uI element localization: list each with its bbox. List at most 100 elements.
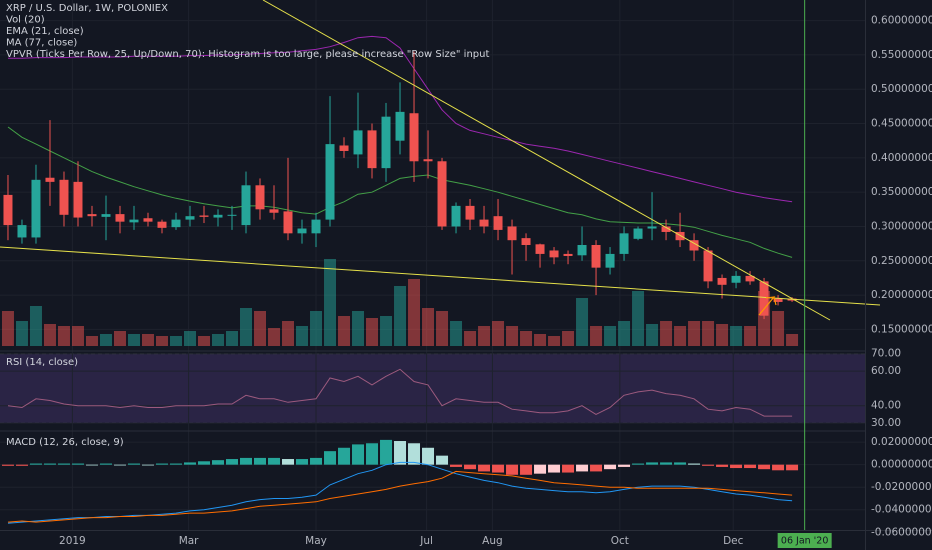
x-tick-label: May (305, 535, 327, 547)
support-line (0, 246, 881, 306)
macd-histogram-bar (450, 464, 463, 467)
volume-bar (183, 331, 196, 346)
candle-body (269, 209, 279, 213)
macd-histogram-bar (127, 463, 140, 465)
macd-histogram-bar (338, 447, 351, 465)
candle-body (465, 205, 475, 220)
macd-histogram-bar (576, 464, 589, 472)
macd-histogram-bar (29, 463, 42, 465)
legend-vpvr: VPVR (Ticks Per Row, 25, Up/Down, 70): H… (6, 49, 489, 60)
y-tick-label: 0.45000000 (871, 118, 932, 130)
arrow-drawing (758, 296, 777, 316)
macd-histogram-bar (57, 463, 70, 465)
volume-bar (520, 331, 533, 346)
volume-bar (562, 331, 575, 346)
x-tick-label: Dec (723, 535, 744, 547)
volume-bar (1, 311, 14, 346)
macd-histogram-bar (716, 464, 729, 467)
volume-bar (576, 298, 589, 346)
x-tick-label: Oct (611, 535, 629, 547)
rsi-title: RSI (14, close) (6, 357, 78, 368)
candle-body (563, 253, 573, 256)
x-tick-label: 2019 (59, 535, 86, 547)
candle-body (689, 240, 699, 251)
y-tick-label: 0.20000000 (871, 289, 932, 301)
volume-bar (632, 291, 645, 346)
volume-bar (169, 336, 182, 346)
macd-histogram-bar (15, 464, 28, 466)
candle-body (143, 218, 153, 222)
candle-body (17, 225, 27, 238)
candle-body (381, 116, 391, 169)
volume-bar (408, 279, 421, 346)
volume-bar (226, 331, 239, 346)
candle-body (157, 221, 167, 228)
crosshair-label-box (777, 533, 832, 548)
volume-bar (99, 334, 112, 346)
candle-body (129, 219, 139, 223)
indicator-line (7, 126, 793, 258)
volume-bar (506, 326, 519, 346)
candle-body (619, 233, 629, 254)
macd-histogram-bar (268, 457, 281, 465)
candle-body (31, 179, 41, 238)
candle-body (591, 245, 601, 268)
candle-body (311, 219, 321, 234)
candle-body (353, 130, 363, 155)
candle-body (115, 214, 125, 222)
macd-histogram-bar (492, 464, 505, 473)
macd-histogram-bar (408, 443, 421, 465)
macd-histogram-bar (646, 462, 659, 465)
candle-body (395, 111, 405, 141)
macd-histogram-bar (240, 457, 253, 465)
macd-histogram-bar (702, 464, 715, 466)
candle-body (227, 214, 237, 216)
legend-volume: Vol (20) (6, 15, 45, 26)
volume-bar (197, 336, 210, 346)
macd-histogram-bar (169, 463, 182, 465)
macd-histogram-bar (660, 462, 673, 465)
macd-histogram-bar (43, 463, 56, 465)
macd-histogram-bar (744, 464, 757, 469)
candle-body (507, 226, 517, 241)
candle-body (605, 253, 615, 268)
marks (1, 35, 799, 524)
candle-body (773, 298, 783, 302)
y-tick-label: -0.04000000 (871, 504, 932, 516)
macd-histogram-bar (366, 443, 379, 465)
volume-bar (113, 331, 126, 346)
volume-bar (618, 321, 631, 346)
volume-bar (282, 321, 295, 346)
volume-bar (436, 311, 449, 346)
candle-body (409, 113, 419, 162)
macd-histogram-bar (604, 464, 617, 470)
macd-line (7, 461, 793, 524)
volume-bar (240, 308, 253, 346)
macd-histogram-bar (562, 464, 575, 473)
candle-body (423, 159, 433, 162)
y-tick-label: 70.00 (871, 348, 901, 360)
candle-body (661, 226, 671, 232)
macd-histogram-bar (282, 459, 295, 465)
volume-bar (310, 311, 323, 346)
macd-histogram-bar (730, 464, 743, 469)
macd-histogram-bar (534, 464, 547, 474)
macd-histogram-bar (226, 459, 239, 465)
volume-bar (43, 324, 56, 346)
candle-body (297, 228, 307, 234)
volume-bar (422, 308, 435, 346)
volume-bar (380, 316, 393, 346)
macd-histogram-bar (464, 464, 477, 470)
candle-body (731, 275, 741, 283)
candle-body (703, 250, 713, 282)
volume-bar (338, 316, 351, 346)
y-tick-label: 0.40000000 (871, 152, 932, 164)
volume-bar (604, 326, 617, 346)
candle-body (633, 228, 643, 239)
candle-body (199, 215, 209, 217)
macd-histogram-bar (99, 463, 112, 465)
volume-bar (492, 321, 505, 346)
candle-body (255, 185, 265, 210)
macd-histogram-bar (436, 455, 449, 465)
